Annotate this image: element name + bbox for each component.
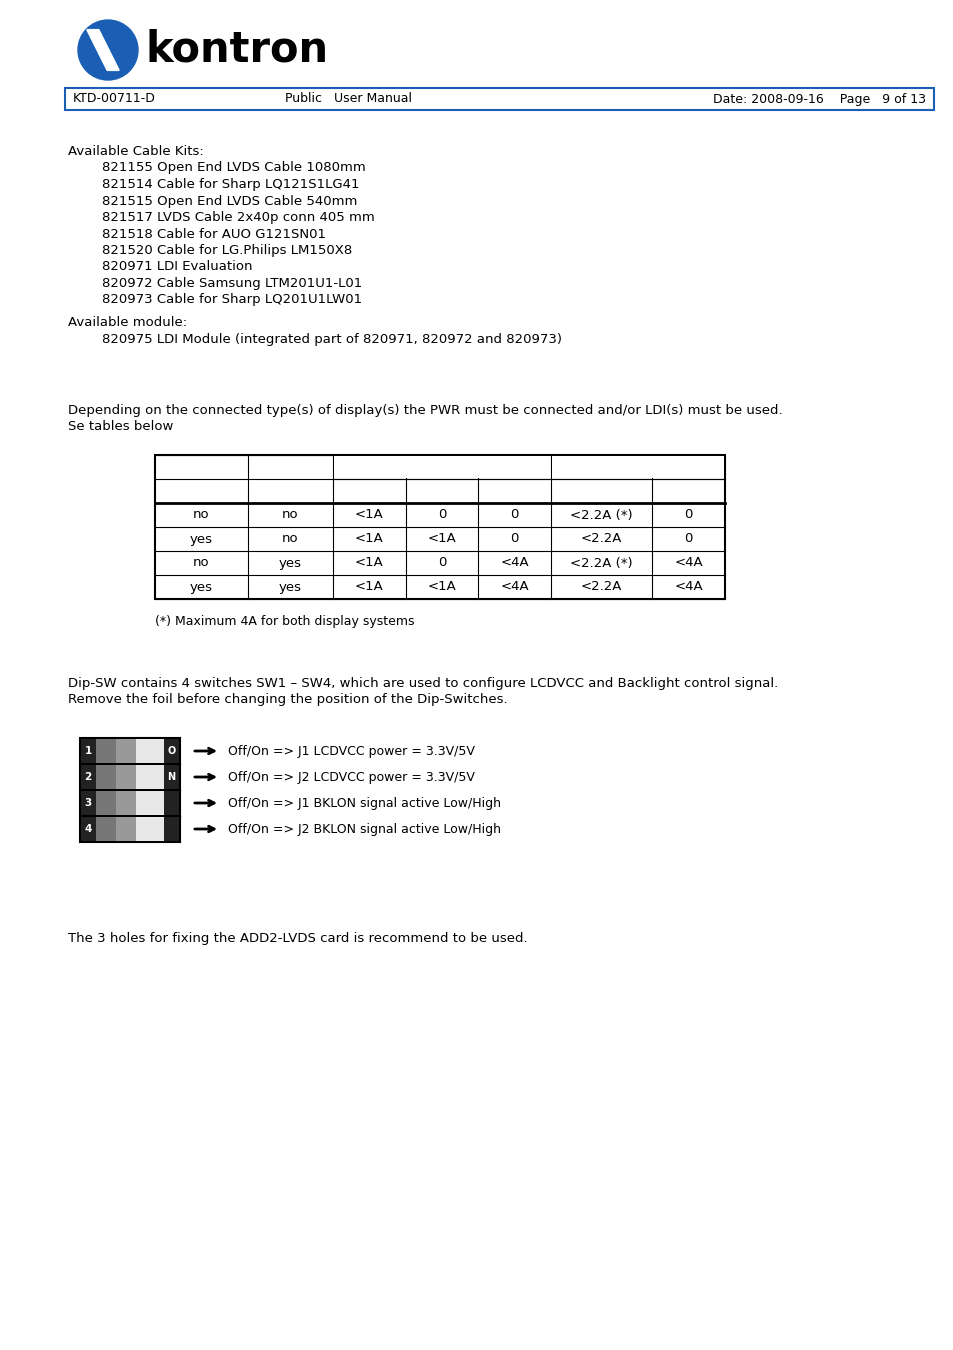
Text: <4A: <4A	[674, 556, 702, 570]
Text: Dip-SW contains 4 switches SW1 – SW4, which are used to configure LCDVCC and Bac: Dip-SW contains 4 switches SW1 – SW4, wh…	[68, 676, 778, 690]
Text: no: no	[193, 509, 210, 521]
Text: The 3 holes for fixing the ADD2-LVDS card is recommend to be used.: The 3 holes for fixing the ADD2-LVDS car…	[68, 931, 527, 945]
Text: 0: 0	[683, 532, 692, 545]
Text: <2.2A (*): <2.2A (*)	[570, 509, 633, 521]
Text: 0: 0	[510, 509, 518, 521]
Text: Off/On => J1 LCDVCC power = 3.3V/5V: Off/On => J1 LCDVCC power = 3.3V/5V	[228, 744, 475, 757]
Text: (*) Maximum 4A for both display systems: (*) Maximum 4A for both display systems	[154, 616, 414, 628]
Text: N: N	[168, 772, 175, 782]
Text: <1A: <1A	[427, 580, 456, 594]
Text: <4A: <4A	[500, 580, 529, 594]
Text: 820973 Cable for Sharp LQ201U1LW01: 820973 Cable for Sharp LQ201U1LW01	[68, 293, 362, 306]
Bar	[81, 765, 96, 788]
Text: no: no	[282, 509, 298, 521]
Bar	[81, 817, 96, 841]
Text: 0: 0	[437, 509, 446, 521]
Text: <2.2A: <2.2A	[580, 580, 621, 594]
Bar	[164, 791, 179, 815]
Bar	[136, 791, 164, 815]
Bar	[81, 738, 96, 763]
Text: 821520 Cable for LG.Philips LM150X8: 821520 Cable for LG.Philips LM150X8	[68, 244, 352, 256]
Bar	[116, 738, 136, 763]
Text: 821514 Cable for Sharp LQ121S1LG41: 821514 Cable for Sharp LQ121S1LG41	[68, 178, 359, 190]
Bar	[96, 791, 116, 815]
Bar	[164, 765, 179, 788]
Text: kontron: kontron	[146, 28, 329, 72]
Bar	[154, 455, 724, 599]
Text: 821518 Cable for AUO G121SN01: 821518 Cable for AUO G121SN01	[68, 228, 326, 240]
Text: yes: yes	[190, 532, 213, 545]
Text: no: no	[282, 532, 298, 545]
Text: Available Cable Kits:: Available Cable Kits:	[68, 144, 204, 158]
Text: Depending on the connected type(s) of display(s) the PWR must be connected and/o: Depending on the connected type(s) of di…	[68, 404, 781, 417]
Bar	[80, 738, 180, 842]
Text: Off/On => J2 BKLON signal active Low/High: Off/On => J2 BKLON signal active Low/Hig…	[228, 822, 500, 836]
Text: Remove the foil before changing the position of the Dip-Switches.: Remove the foil before changing the posi…	[68, 694, 507, 706]
Bar	[116, 817, 136, 841]
Circle shape	[78, 20, 138, 80]
Bar	[96, 738, 116, 763]
Text: 820975 LDI Module (integrated part of 820971, 820972 and 820973): 820975 LDI Module (integrated part of 82…	[68, 332, 561, 346]
Text: 820972 Cable Samsung LTM201U1-L01: 820972 Cable Samsung LTM201U1-L01	[68, 277, 362, 290]
Bar	[334, 456, 550, 478]
Text: 4: 4	[84, 824, 91, 834]
Text: Off/On => J2 LCDVCC power = 3.3V/5V: Off/On => J2 LCDVCC power = 3.3V/5V	[228, 771, 475, 783]
Bar	[164, 738, 179, 763]
Bar	[81, 791, 96, 815]
Bar	[552, 456, 723, 478]
Bar	[96, 765, 116, 788]
Bar	[96, 817, 116, 841]
Text: <2.2A (*): <2.2A (*)	[570, 556, 633, 570]
Text: 821155 Open End LVDS Cable 1080mm: 821155 Open End LVDS Cable 1080mm	[68, 162, 365, 174]
Text: 0: 0	[510, 532, 518, 545]
Text: <1A: <1A	[355, 509, 383, 521]
Text: yes: yes	[278, 556, 301, 570]
Text: 821517 LVDS Cable 2x40p conn 405 mm: 821517 LVDS Cable 2x40p conn 405 mm	[68, 211, 375, 224]
Text: Date: 2008-09-16    Page   9 of 13: Date: 2008-09-16 Page 9 of 13	[712, 93, 925, 105]
Text: 0: 0	[437, 556, 446, 570]
Bar	[116, 765, 136, 788]
Text: 1: 1	[84, 747, 91, 756]
Text: <4A: <4A	[500, 556, 529, 570]
Text: 820971 LDI Evaluation: 820971 LDI Evaluation	[68, 261, 253, 274]
Bar	[136, 817, 164, 841]
Text: <1A: <1A	[355, 532, 383, 545]
Text: Off/On => J1 BKLON signal active Low/High: Off/On => J1 BKLON signal active Low/Hig…	[228, 796, 500, 810]
Text: 3: 3	[84, 798, 91, 809]
Bar	[65, 88, 933, 109]
Text: no: no	[193, 556, 210, 570]
Text: <1A: <1A	[355, 580, 383, 594]
Text: <4A: <4A	[674, 580, 702, 594]
Text: O: O	[167, 747, 175, 756]
Text: 0: 0	[683, 509, 692, 521]
Text: <1A: <1A	[355, 556, 383, 570]
Bar	[136, 738, 164, 763]
Text: <1A: <1A	[427, 532, 456, 545]
Text: Se tables below: Se tables below	[68, 420, 173, 433]
Text: yes: yes	[278, 580, 301, 594]
Bar	[116, 791, 136, 815]
Bar	[136, 765, 164, 788]
Text: <2.2A: <2.2A	[580, 532, 621, 545]
Text: Available module:: Available module:	[68, 316, 187, 329]
Text: 821515 Open End LVDS Cable 540mm: 821515 Open End LVDS Cable 540mm	[68, 194, 357, 208]
Text: Public   User Manual: Public User Manual	[285, 93, 412, 105]
Text: yes: yes	[190, 580, 213, 594]
Bar	[164, 817, 179, 841]
Text: 2: 2	[84, 772, 91, 782]
Text: KTD-00711-D: KTD-00711-D	[73, 93, 155, 105]
